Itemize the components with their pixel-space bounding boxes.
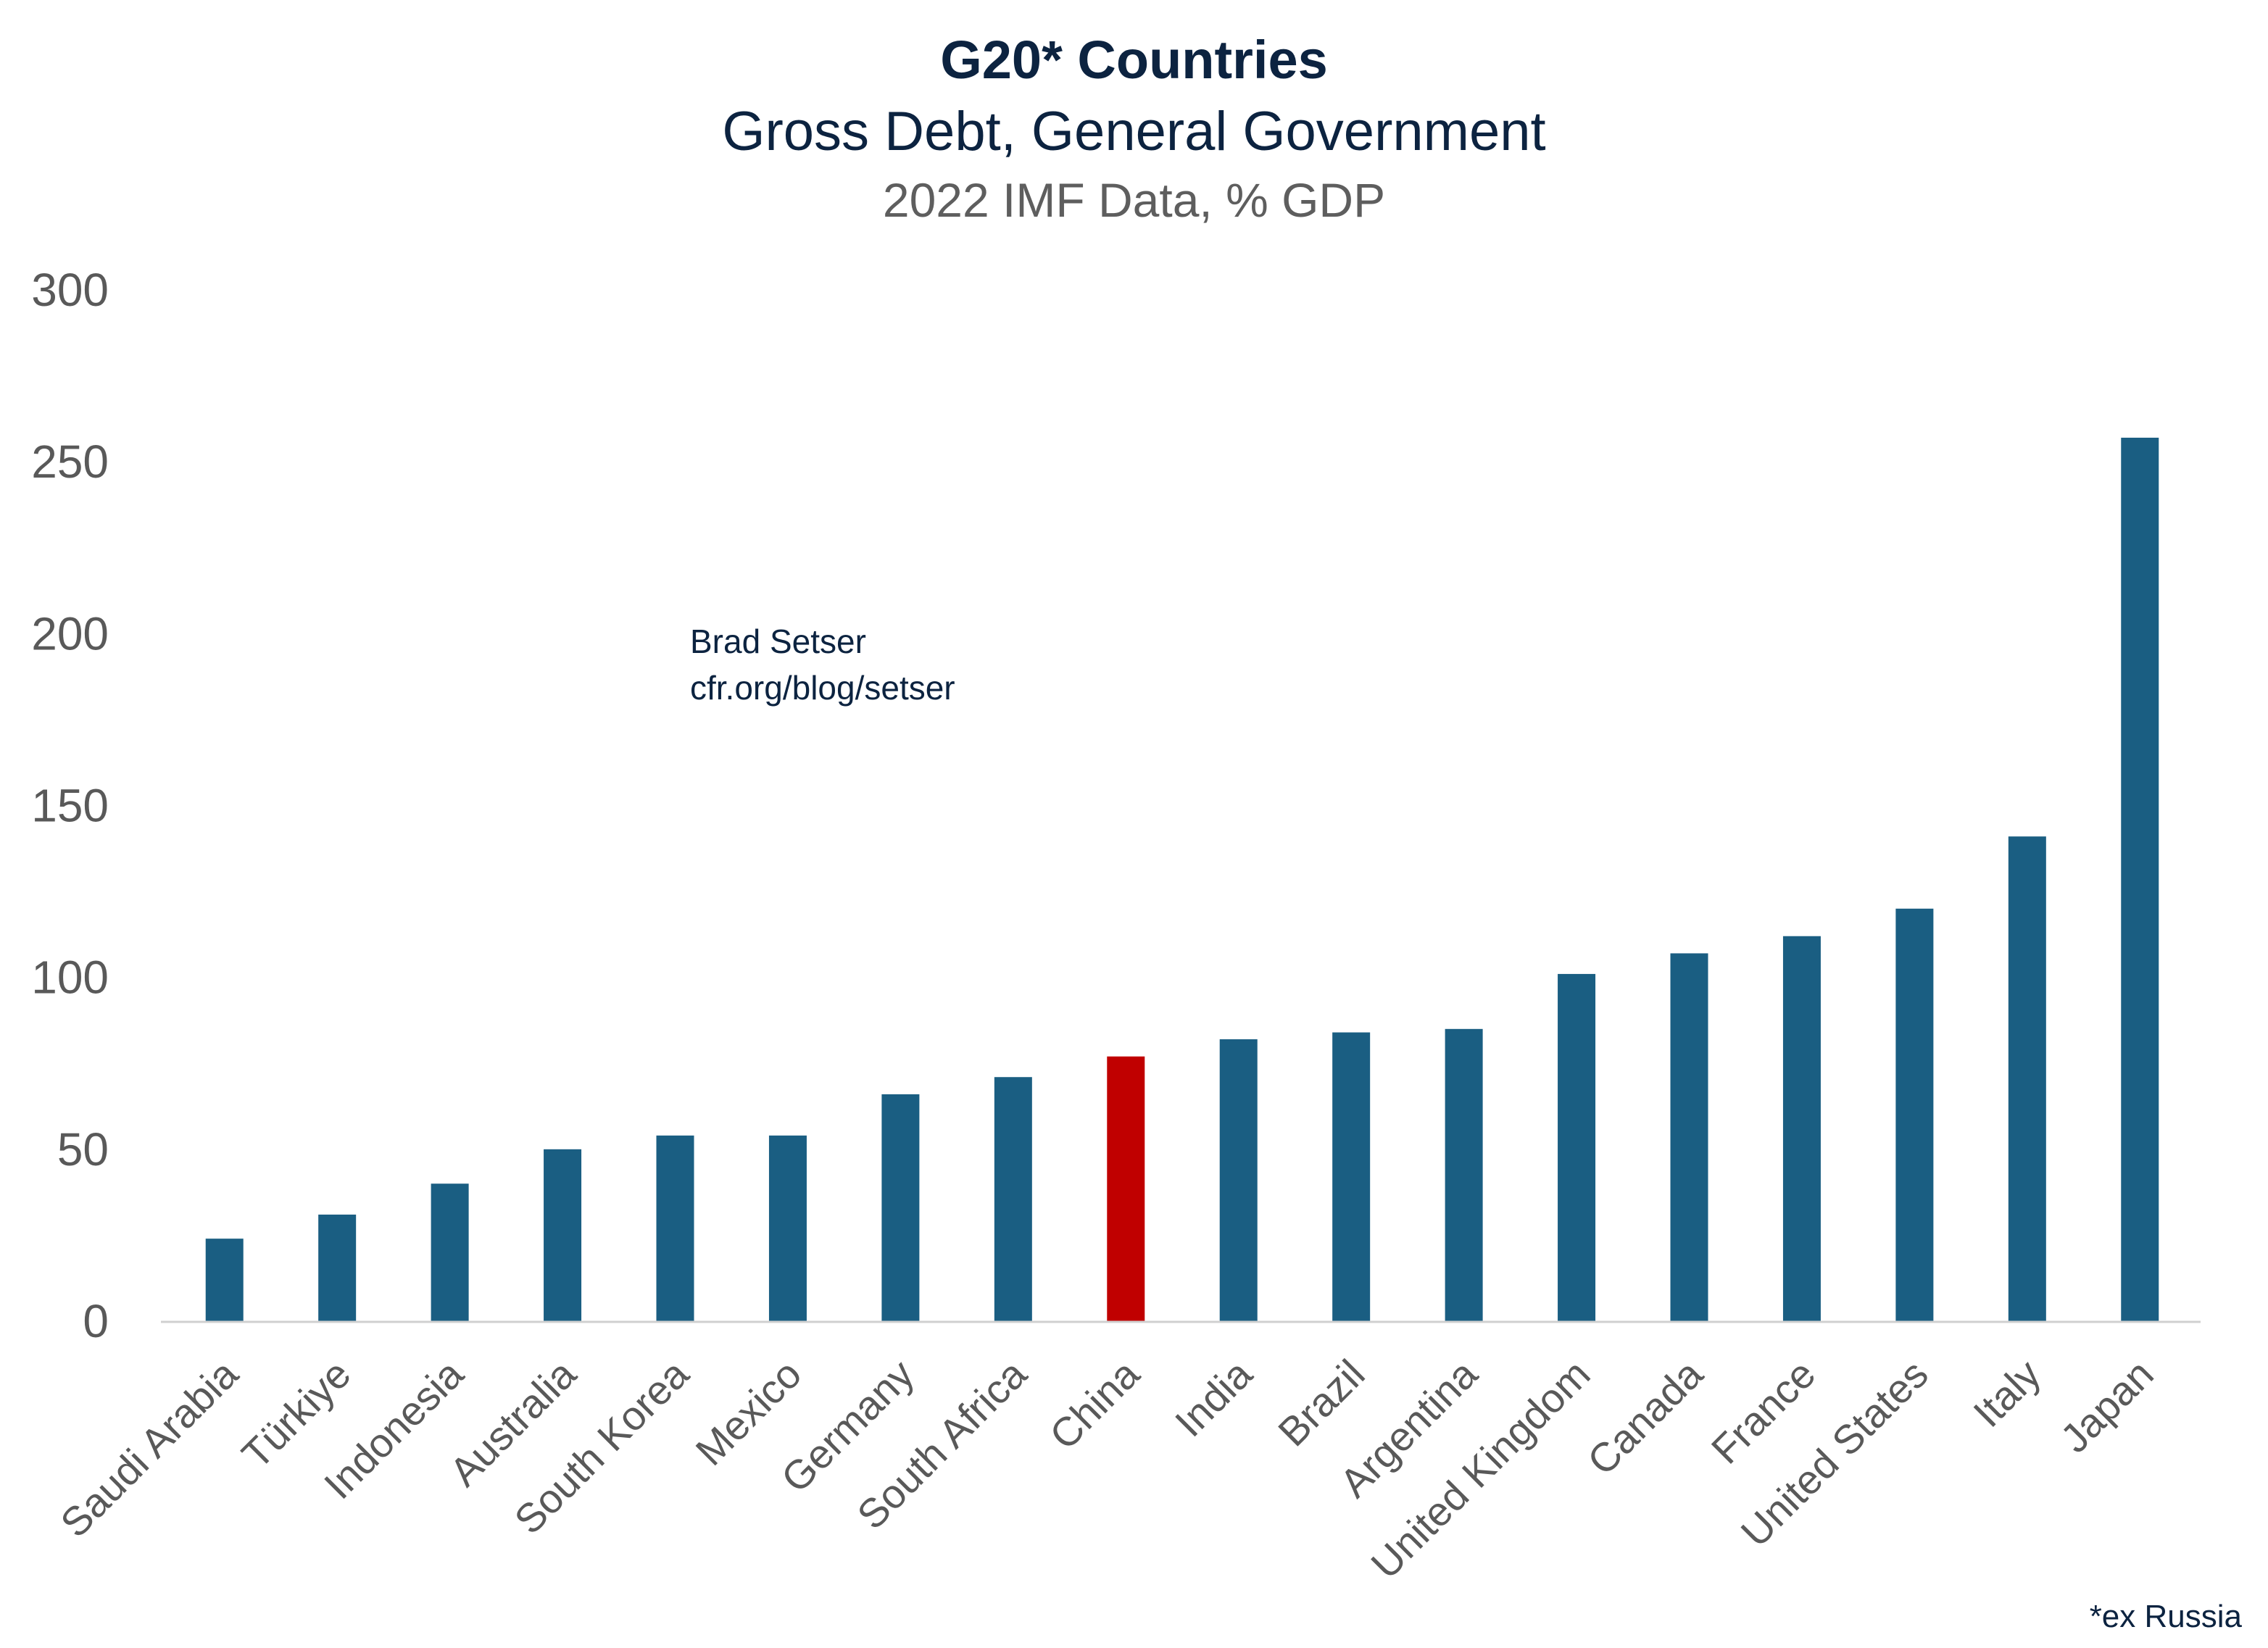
bar-japan bbox=[2121, 437, 2159, 1321]
y-tick-label: 300 bbox=[31, 264, 109, 316]
bar-indonesia bbox=[431, 1183, 469, 1321]
bar-france bbox=[1782, 936, 1821, 1321]
credit-author: Brad Setser bbox=[690, 623, 866, 660]
x-tick-label: Italy bbox=[1964, 1351, 2049, 1436]
bar-saudi-arabia bbox=[205, 1239, 244, 1321]
bar-mexico bbox=[768, 1135, 807, 1321]
x-tick-label: India bbox=[1166, 1350, 1261, 1445]
x-tick-label: Canada bbox=[1579, 1350, 1712, 1483]
bar-brazil bbox=[1332, 1032, 1371, 1321]
bar-china bbox=[1107, 1056, 1145, 1321]
x-tick-label: Saudi Arabia bbox=[51, 1350, 247, 1546]
y-tick-label: 150 bbox=[31, 780, 109, 832]
x-tick-label: Brazil bbox=[1269, 1351, 1374, 1455]
x-tick-label: Japan bbox=[2051, 1351, 2161, 1461]
bar-australia bbox=[544, 1149, 582, 1321]
footnote: *ex Russia bbox=[2089, 1599, 2242, 1634]
y-tick-label: 100 bbox=[31, 952, 109, 1004]
bar-t-rkiye bbox=[318, 1214, 357, 1321]
y-tick-label: 50 bbox=[57, 1123, 109, 1175]
chart-title: G20* Countries bbox=[940, 30, 1328, 90]
y-axis-ticks: 0 50 100 150 200 250 300 bbox=[31, 264, 109, 1347]
bars bbox=[205, 437, 2159, 1321]
y-tick-label: 250 bbox=[31, 436, 109, 488]
bar-italy bbox=[2008, 836, 2046, 1321]
y-tick-label: 0 bbox=[83, 1295, 109, 1347]
x-axis-ticks: Saudi ArabiaTürkiyeIndonesiaAustraliaSou… bbox=[51, 1350, 2162, 1587]
y-tick-label: 200 bbox=[31, 607, 109, 659]
bar-south-africa bbox=[994, 1077, 1032, 1321]
bar-argentina bbox=[1445, 1028, 1483, 1321]
bar-germany bbox=[881, 1094, 920, 1321]
chart-subtitle: Gross Debt, General Government bbox=[722, 101, 1546, 162]
bar-canada bbox=[1670, 953, 1708, 1321]
bar-india bbox=[1219, 1039, 1258, 1321]
x-tick-label: China bbox=[1041, 1350, 1149, 1458]
bar-united-states bbox=[1895, 908, 1934, 1321]
chart-subtitle-data-source: 2022 IMF Data, % GDP bbox=[882, 173, 1386, 227]
bar-united-kingdom bbox=[1558, 973, 1596, 1321]
bar-south-korea bbox=[656, 1135, 694, 1321]
credit-url: cfr.org/blog/setser bbox=[690, 669, 955, 707]
